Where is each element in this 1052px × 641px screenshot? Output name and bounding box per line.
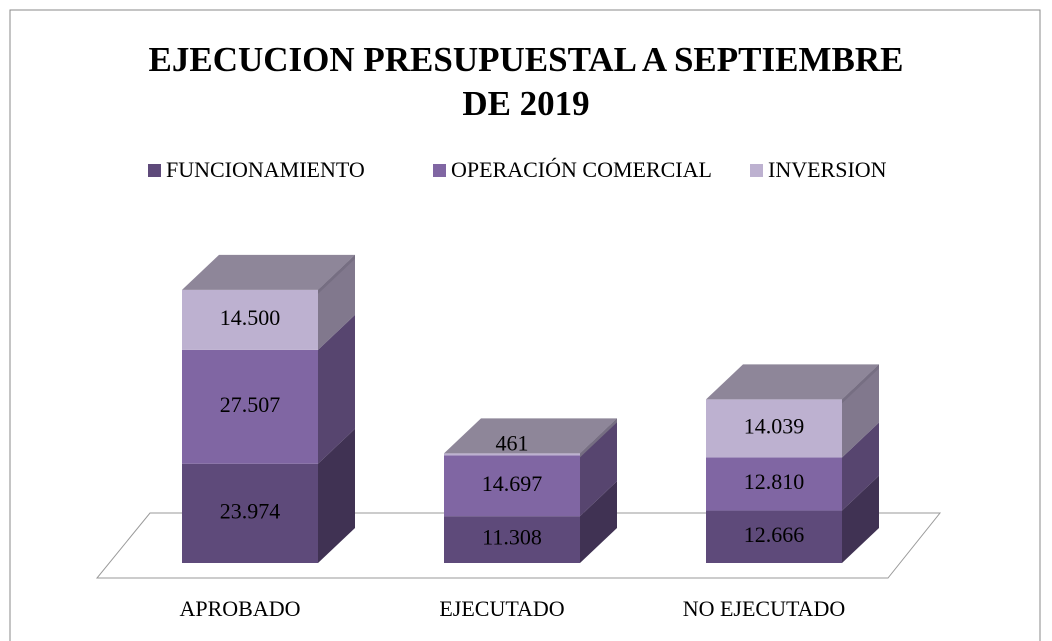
legend-label: INVERSION — [768, 157, 887, 182]
bar-side — [318, 254, 355, 350]
bar-top-side — [580, 418, 617, 458]
bar-side — [580, 481, 617, 563]
data-label: 11.308 — [482, 525, 542, 550]
bar-side — [580, 420, 617, 517]
bar-side — [842, 475, 879, 563]
bar — [182, 463, 318, 563]
bar — [444, 455, 580, 517]
bar — [182, 289, 318, 350]
bar-side — [842, 422, 879, 511]
bar-top-side — [318, 254, 355, 294]
x-tick-label: EJECUTADO — [439, 596, 564, 621]
legend-swatch — [148, 164, 161, 177]
bar-top — [182, 254, 355, 290]
data-label: 27.507 — [220, 392, 281, 417]
data-label: 12.666 — [744, 522, 805, 547]
bar-side — [842, 364, 879, 458]
data-label: 23.974 — [220, 498, 281, 523]
bar — [444, 453, 580, 456]
data-label: 14.039 — [744, 414, 805, 439]
legend-label: FUNCIONAMIENTO — [166, 157, 365, 182]
bar — [706, 510, 842, 563]
x-tick-label: APROBADO — [179, 596, 300, 621]
chart-frame — [9, 9, 1041, 641]
x-tick-label: NO EJECUTADO — [683, 596, 846, 621]
bar-top-side — [842, 364, 879, 404]
bar — [444, 516, 580, 563]
bar-side — [318, 428, 355, 563]
bar — [706, 399, 842, 458]
data-label: 12.810 — [744, 469, 805, 494]
legend-label: OPERACIÓN COMERCIAL — [451, 157, 712, 182]
chart-title: EJECUCION PRESUPUESTAL A SEPTIEMBRE DE 2… — [148, 40, 904, 123]
data-label: 14.697 — [482, 471, 543, 496]
bar-top — [706, 364, 879, 400]
bar — [182, 349, 318, 464]
bar — [706, 457, 842, 511]
legend-swatch — [433, 164, 446, 177]
bar-top — [444, 418, 617, 454]
data-label: 14.500 — [220, 305, 281, 330]
data-label: 461 — [496, 430, 529, 455]
legend-swatch — [750, 164, 763, 177]
bar-side — [318, 314, 355, 464]
